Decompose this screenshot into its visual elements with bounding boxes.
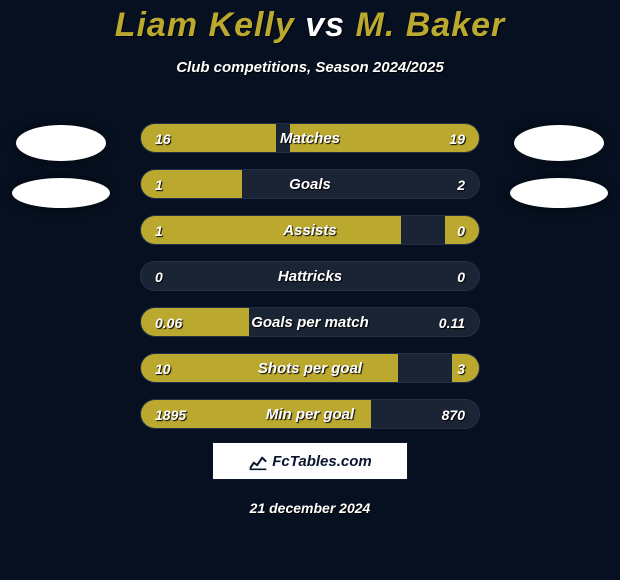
- stat-label: Assists: [141, 216, 479, 245]
- stat-label: Goals: [141, 170, 479, 199]
- portrait-head: [514, 125, 604, 161]
- portrait-body: [510, 178, 608, 208]
- stat-row: 1619Matches: [140, 123, 480, 153]
- stat-row: 0.060.11Goals per match: [140, 307, 480, 337]
- stat-row: 10Assists: [140, 215, 480, 245]
- stat-row: 1895870Min per goal: [140, 399, 480, 429]
- player1-portrait: [6, 70, 116, 220]
- stat-label: Matches: [141, 124, 479, 153]
- stat-label: Goals per match: [141, 308, 479, 337]
- stat-row: 103Shots per goal: [140, 353, 480, 383]
- stats-container: 1619Matches 12Goals 10Assists 00Hattricks 0.…: [140, 123, 480, 445]
- stat-row: 00Hattricks: [140, 261, 480, 291]
- logo-text: FcTables.com: [272, 453, 371, 470]
- vs-text: vs: [305, 6, 345, 44]
- portrait-head: [16, 125, 106, 161]
- date-text: 21 december 2024: [0, 500, 620, 516]
- player1-name: Liam Kelly: [115, 6, 295, 44]
- comparison-title: Liam Kelly vs M. Baker: [0, 0, 620, 45]
- source-logo: FcTables.com: [212, 442, 408, 480]
- portrait-body: [12, 178, 110, 208]
- player2-name: M. Baker: [356, 6, 506, 44]
- chart-icon: [248, 451, 268, 471]
- stat-label: Min per goal: [141, 400, 479, 429]
- player2-portrait: [504, 70, 614, 220]
- stat-label: Hattricks: [141, 262, 479, 291]
- stat-label: Shots per goal: [141, 354, 479, 383]
- stat-row: 12Goals: [140, 169, 480, 199]
